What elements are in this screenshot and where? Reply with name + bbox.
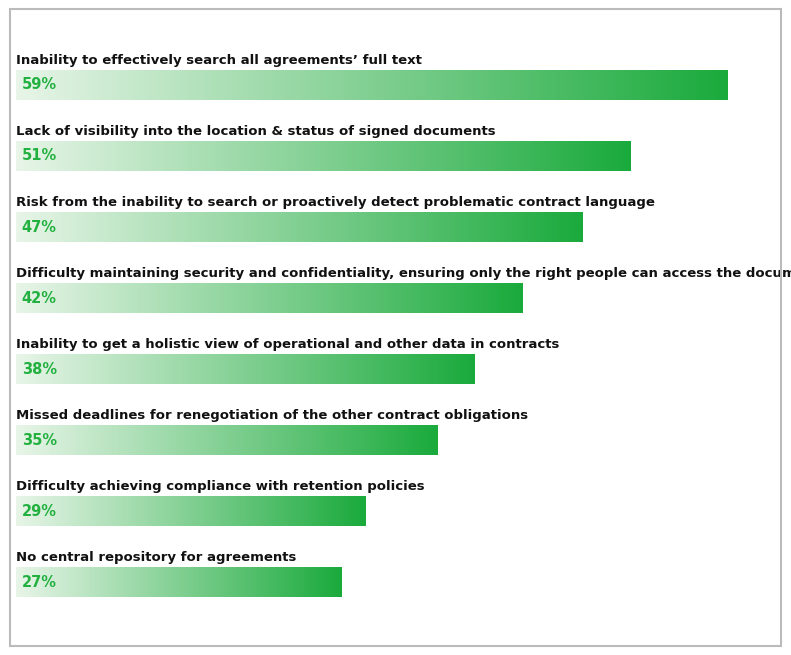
Text: 42%: 42% xyxy=(22,291,57,305)
Text: Inability to effectively search all agreements’ full text: Inability to effectively search all agre… xyxy=(16,54,422,67)
Text: Risk from the inability to search or proactively detect problematic contract lan: Risk from the inability to search or pro… xyxy=(16,196,655,209)
Text: 47%: 47% xyxy=(22,219,57,234)
Text: 38%: 38% xyxy=(22,362,57,377)
Text: Lack of visibility into the location & status of signed documents: Lack of visibility into the location & s… xyxy=(16,125,495,138)
Text: 27%: 27% xyxy=(22,574,57,590)
Text: 59%: 59% xyxy=(22,77,57,92)
Text: Difficulty maintaining security and confidentiality, ensuring only the right peo: Difficulty maintaining security and conf… xyxy=(16,267,791,280)
Text: No central repository for agreements: No central repository for agreements xyxy=(16,552,296,565)
Text: Missed deadlines for renegotiation of the other contract obligations: Missed deadlines for renegotiation of th… xyxy=(16,409,528,422)
Text: Difficulty achieving compliance with retention policies: Difficulty achieving compliance with ret… xyxy=(16,480,425,493)
Text: Inability to get a holistic view of operational and other data in contracts: Inability to get a holistic view of oper… xyxy=(16,338,559,351)
Text: 35%: 35% xyxy=(22,432,57,447)
Text: 51%: 51% xyxy=(22,149,57,164)
Text: 29%: 29% xyxy=(22,504,57,519)
